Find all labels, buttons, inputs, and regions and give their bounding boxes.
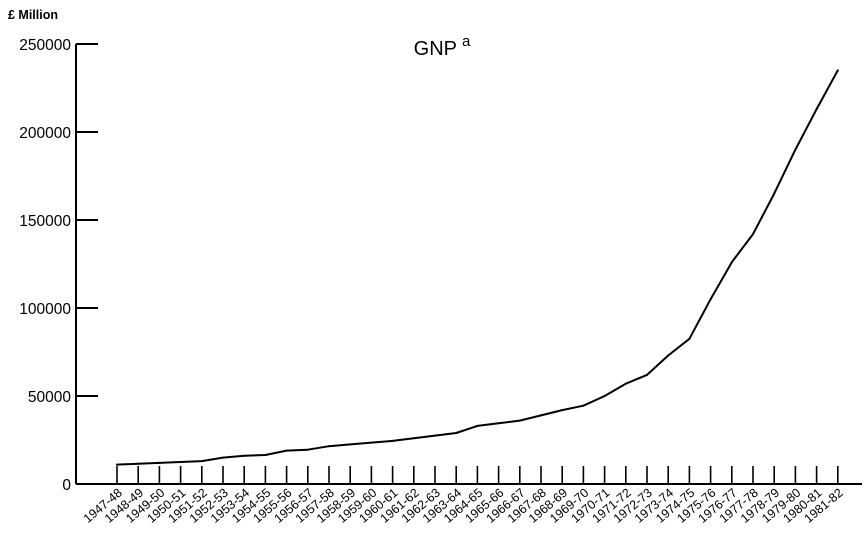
data-point [815, 108, 818, 111]
data-point [773, 192, 776, 195]
y-axis-unit-label: £ Million [8, 8, 58, 22]
data-point [603, 395, 606, 397]
data-point [349, 443, 352, 446]
y-tick-label: 200000 [19, 125, 71, 142]
data-point [582, 404, 585, 407]
data-point [243, 454, 246, 457]
data-point [709, 298, 712, 301]
data-point [646, 373, 648, 376]
data-point [540, 414, 542, 417]
data-point [391, 439, 394, 442]
data-point [370, 441, 373, 444]
y-tick-label: 100000 [19, 301, 71, 318]
data-point [624, 382, 627, 385]
data-point [116, 463, 118, 466]
data-point [667, 354, 670, 357]
data-point [561, 409, 564, 412]
x-axis-ticks [116, 466, 839, 484]
y-axis-ticks: 0 50000 100000 150000 200000 250000 [19, 37, 98, 494]
chart-title: GNP a [414, 33, 471, 60]
y-tick-label: 150000 [19, 213, 71, 230]
gnp-data-points [116, 69, 839, 466]
chart-title-superscript: a [462, 33, 471, 50]
data-point [179, 461, 182, 463]
data-point [752, 233, 754, 236]
data-point [200, 460, 203, 463]
data-point [455, 431, 458, 434]
data-point [730, 261, 733, 264]
data-point [836, 69, 839, 72]
data-point [476, 424, 479, 427]
y-tick-label: 50000 [28, 389, 71, 406]
y-tick-label: 250000 [19, 37, 71, 54]
data-point [412, 437, 415, 440]
data-point [285, 449, 288, 452]
gnp-series-line [116, 69, 839, 466]
data-point [328, 445, 330, 448]
data-point [434, 434, 436, 437]
data-point [497, 422, 500, 425]
data-point [137, 462, 140, 465]
data-point [306, 448, 309, 451]
data-point [688, 337, 691, 340]
x-axis-labels: 1947-481948-491949-501950-511951-521952-… [81, 486, 846, 526]
data-point [222, 456, 224, 459]
data-point [264, 453, 267, 456]
data-point [518, 419, 521, 422]
chart-title-main: GNP [414, 38, 457, 60]
data-point [158, 461, 161, 464]
data-point [794, 148, 797, 151]
y-tick-label: 0 [62, 477, 71, 494]
